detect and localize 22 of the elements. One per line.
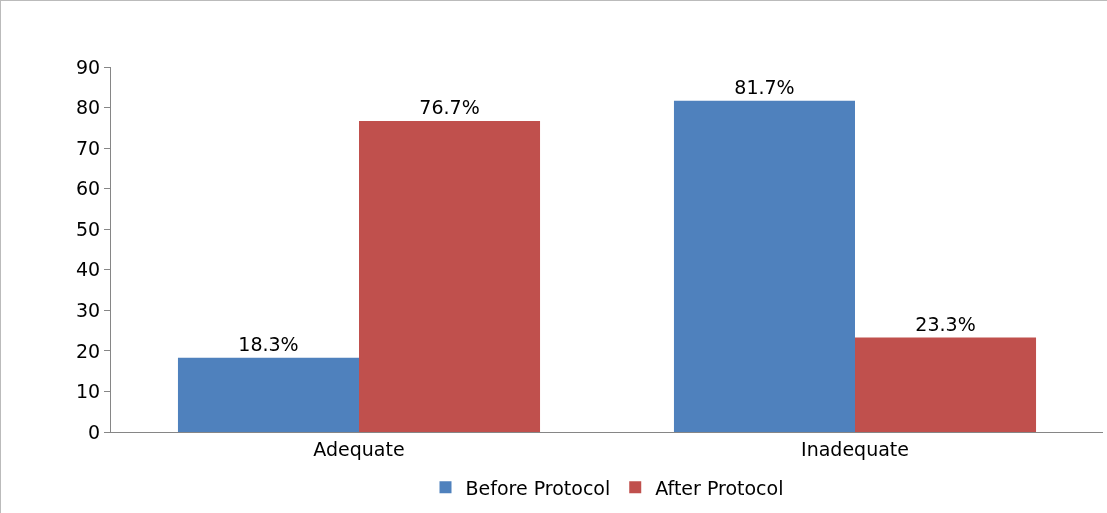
y-tick-label: 40 — [76, 258, 101, 281]
y-tick-label: 30 — [76, 298, 101, 321]
data-label: 81.7% — [734, 75, 795, 98]
legend-label: After Protocol — [655, 476, 784, 499]
y-tick-label: 60 — [76, 177, 101, 200]
bar — [855, 337, 1037, 432]
y-tick-label: 80 — [76, 96, 101, 119]
y-tick-label: 70 — [76, 136, 101, 159]
legend-label: Before Protocol — [465, 476, 611, 499]
x-tick-label: Adequate — [313, 437, 405, 460]
y-tick-label: 90 — [76, 55, 101, 78]
y-tick-label: 20 — [76, 339, 101, 362]
bar — [177, 357, 359, 432]
y-tick-label: 50 — [76, 217, 101, 240]
data-label: 18.3% — [238, 332, 299, 355]
y-tick-label: 0 — [88, 420, 101, 443]
data-label: 23.3% — [915, 312, 976, 335]
data-label: 76.7% — [419, 95, 480, 118]
x-tick-label: Inadequate — [801, 437, 909, 460]
y-tick-label: 10 — [76, 380, 101, 403]
bar — [359, 120, 541, 432]
bar — [673, 100, 855, 432]
